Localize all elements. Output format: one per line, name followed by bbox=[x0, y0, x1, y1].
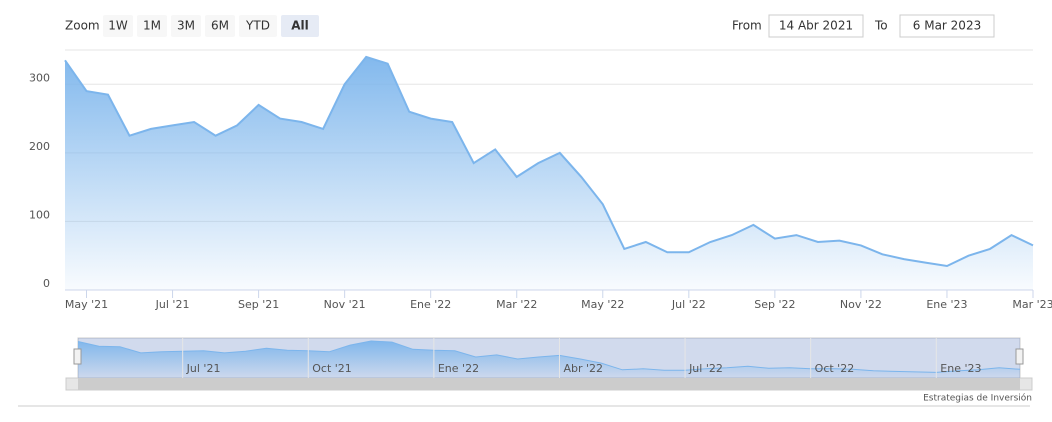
zoom-button[interactable] bbox=[171, 15, 201, 37]
navigator-label: Oct '22 bbox=[815, 362, 855, 375]
zoom-button[interactable] bbox=[281, 15, 319, 37]
zoom-button-label[interactable]: 6M bbox=[211, 19, 229, 33]
credit: Estrategias de Inversión bbox=[923, 393, 1032, 404]
from-input[interactable] bbox=[768, 14, 864, 38]
navigator-line bbox=[77, 340, 1021, 373]
x-tick-label: Ene '23 bbox=[926, 298, 967, 311]
from-label: From bbox=[732, 19, 762, 33]
navigator-label: Jul '22 bbox=[688, 362, 723, 375]
from-value[interactable]: 14 Abr 2021 bbox=[779, 19, 853, 33]
x-tick-label: Sep '22 bbox=[754, 298, 795, 311]
zoom-button[interactable] bbox=[137, 15, 167, 37]
to-label: To bbox=[874, 19, 888, 33]
navigator-handle[interactable] bbox=[1015, 348, 1024, 365]
x-tick-label: Jul '21 bbox=[155, 298, 190, 311]
zoom-button-label[interactable]: All bbox=[291, 19, 309, 33]
zoom-label: Zoom bbox=[65, 19, 100, 33]
to-value[interactable]: 6 Mar 2023 bbox=[913, 19, 981, 33]
y-tick-label: 0 bbox=[43, 277, 50, 290]
navigator-label: Oct '21 bbox=[312, 362, 352, 375]
zoom-button-label[interactable]: 1M bbox=[143, 19, 161, 33]
to-input[interactable] bbox=[899, 14, 995, 38]
y-tick-label: 200 bbox=[29, 140, 50, 153]
zoom-button-label[interactable]: 1W bbox=[108, 19, 128, 33]
navigator-area bbox=[78, 341, 1020, 378]
zoom-button-label[interactable]: YTD bbox=[245, 19, 270, 33]
x-tick-label: May '21 bbox=[65, 298, 108, 311]
x-tick-label: Ene '22 bbox=[410, 298, 451, 311]
zoom-button[interactable] bbox=[103, 15, 133, 37]
zoom-button[interactable] bbox=[205, 15, 235, 37]
x-tick-label: Sep '21 bbox=[238, 298, 279, 311]
navigator-label: Ene '22 bbox=[438, 362, 479, 375]
x-tick-label: Nov '22 bbox=[840, 298, 882, 311]
y-tick-label: 300 bbox=[29, 71, 50, 84]
zoom-button[interactable] bbox=[239, 15, 277, 37]
x-tick-label: Jul '22 bbox=[671, 298, 706, 311]
navigator-label: Abr '22 bbox=[563, 362, 603, 375]
y-tick-label: 100 bbox=[29, 208, 50, 221]
series-area bbox=[65, 56, 1033, 291]
navigator-handle[interactable] bbox=[73, 348, 82, 365]
scrollbar-thumb[interactable] bbox=[78, 378, 1020, 390]
zoom-button-label[interactable]: 3M bbox=[177, 19, 195, 33]
x-tick-label: May '22 bbox=[581, 298, 624, 311]
navigator-label: Jul '21 bbox=[186, 362, 221, 375]
navigator-label: Ene '23 bbox=[940, 362, 981, 375]
x-tick-label: Mar '23 bbox=[1012, 298, 1052, 311]
x-tick-label: Nov '21 bbox=[324, 298, 366, 311]
series-line bbox=[64, 55, 1034, 268]
x-tick-label: Mar '22 bbox=[496, 298, 537, 311]
